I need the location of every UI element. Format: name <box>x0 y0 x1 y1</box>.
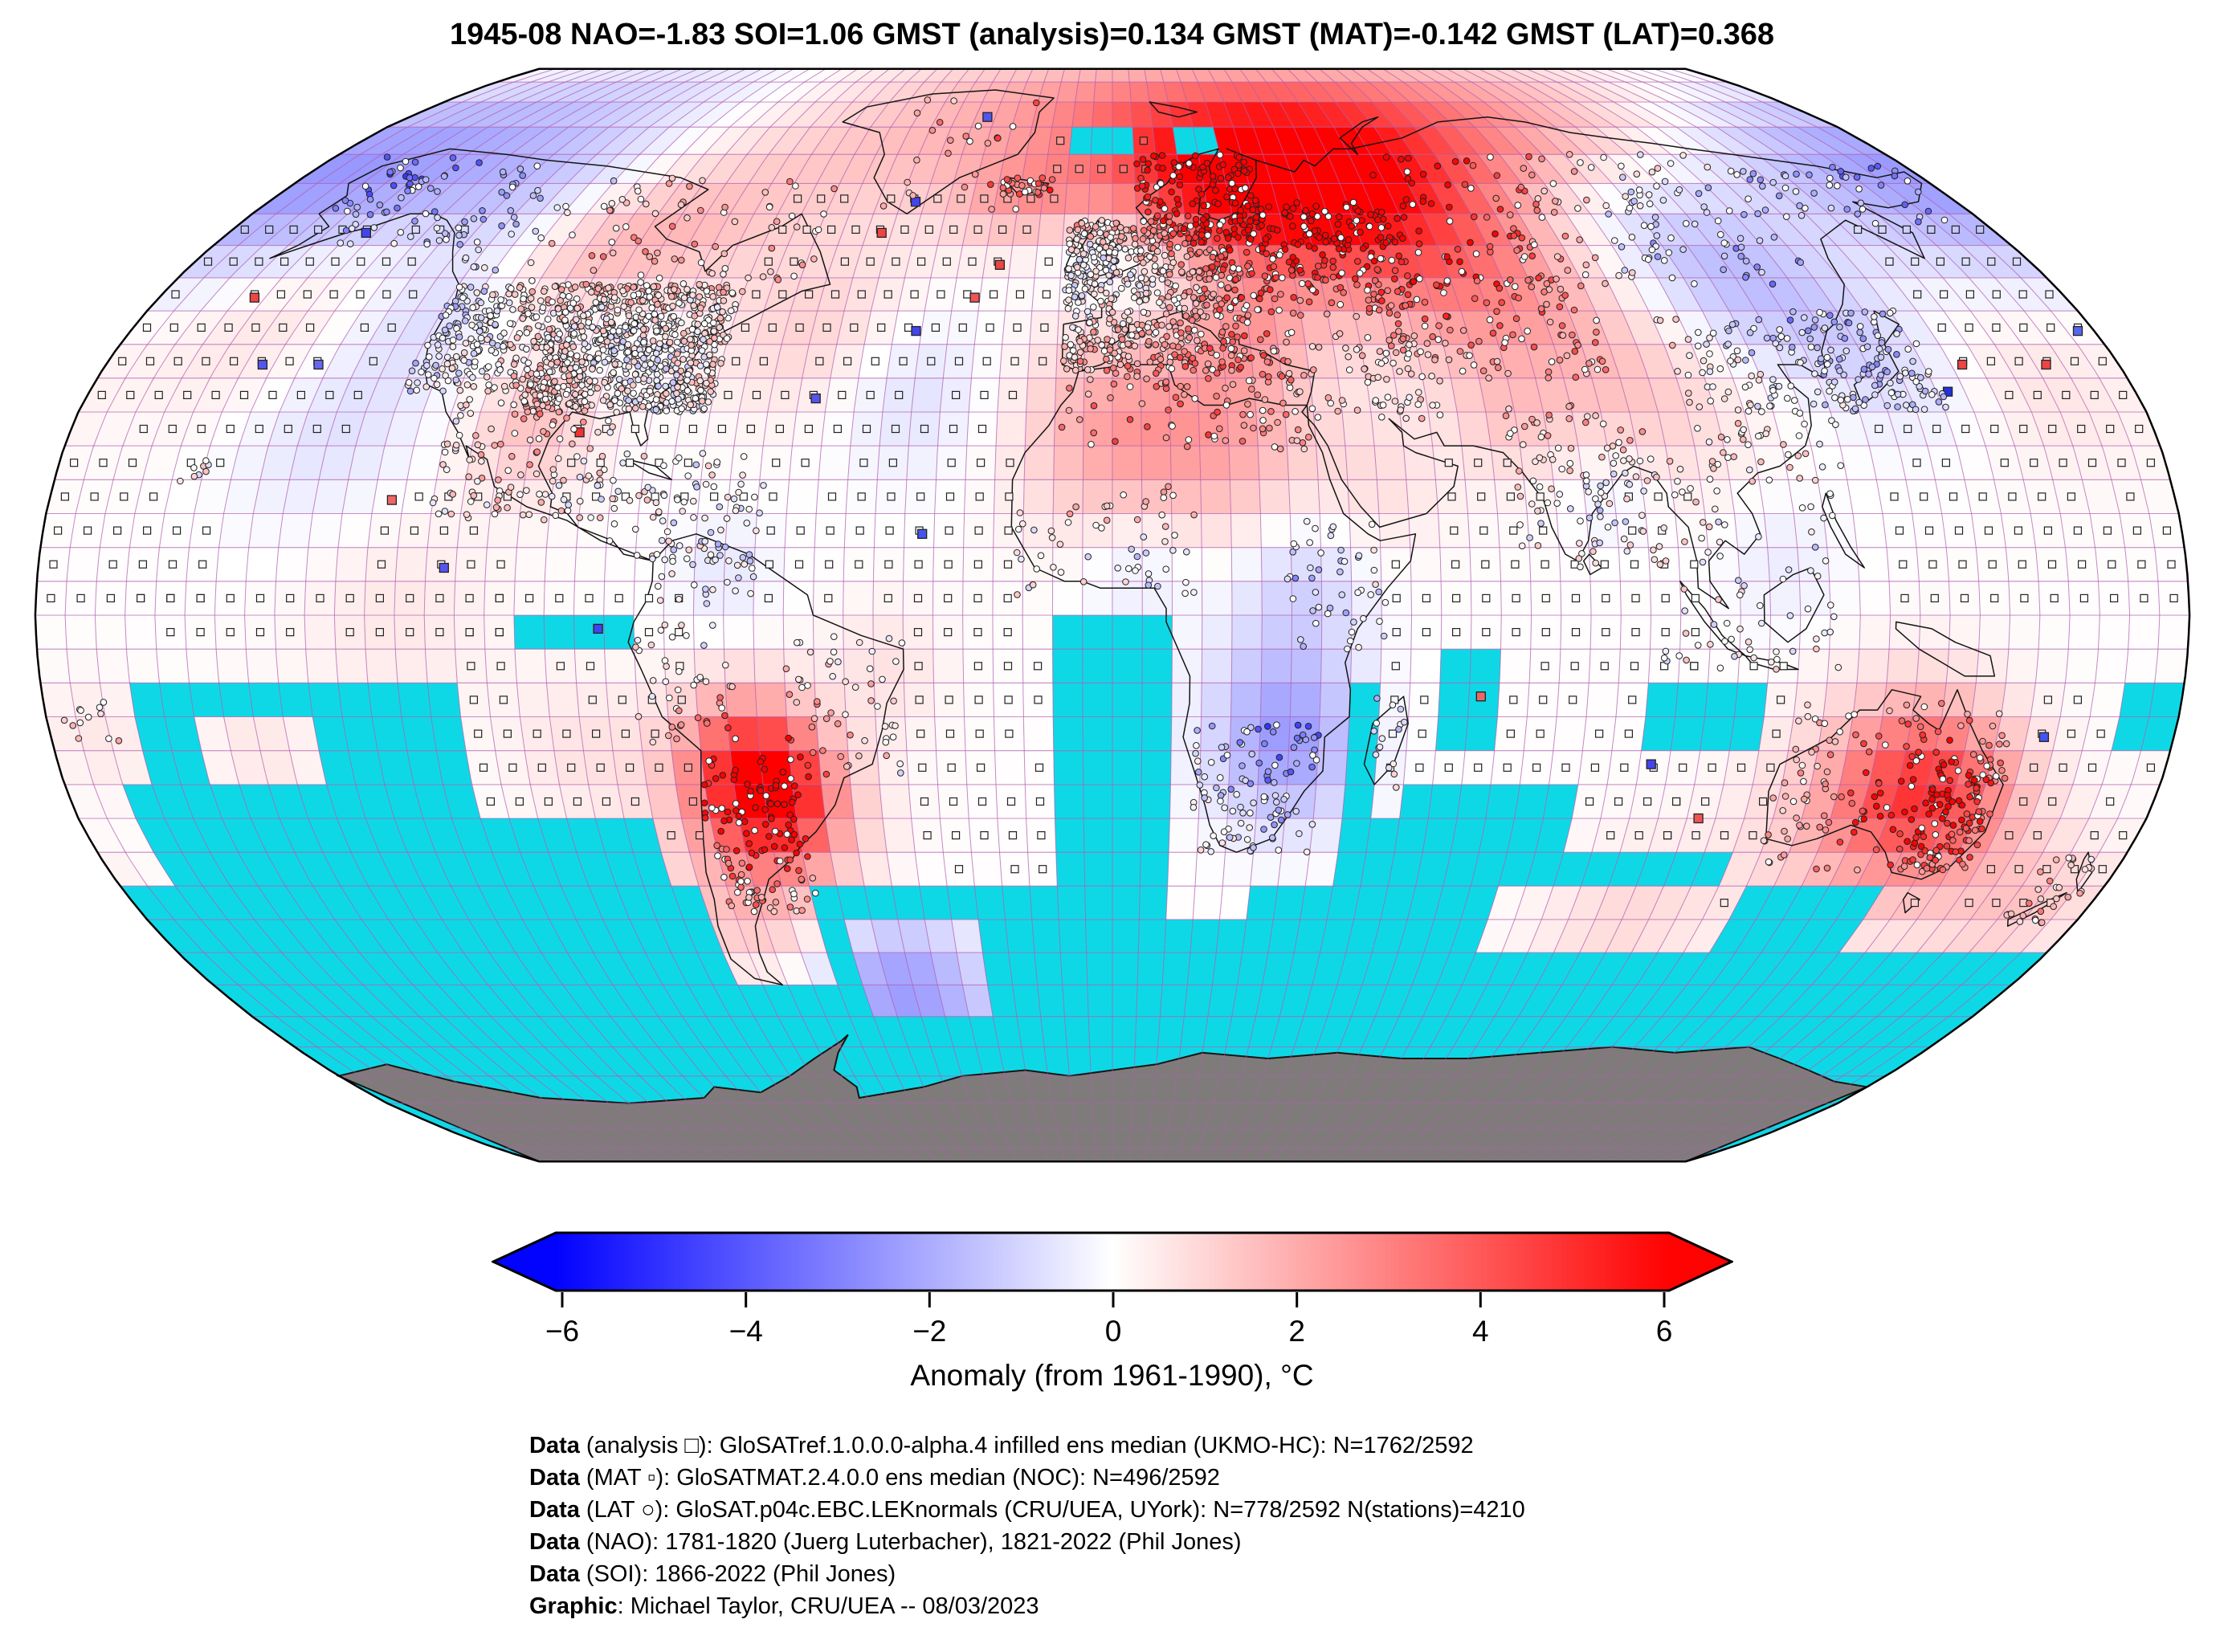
credit-line: Data (NAO): 1781-1820 (Juerg Luterbacher… <box>529 1529 1242 1555</box>
credit-line: Data (SOI): 1866-2022 (Phil Jones) <box>529 1561 896 1587</box>
credit-line: Data (MAT ▫): GloSATMAT.2.4.0.0 ens medi… <box>529 1465 1220 1491</box>
map-outline <box>34 67 2191 1163</box>
figure-title: 1945-08 NAO=-1.83 SOI=1.06 GMST (analysi… <box>449 18 1775 51</box>
credit-line: Data (LAT ○): GloSAT.p04c.EBC.LEKnormals… <box>529 1497 1525 1523</box>
world-map-robinson <box>34 67 2191 1163</box>
colorbar-tick-labels: −6 −4 −2 0 2 4 6 <box>545 1315 1672 1348</box>
graticule <box>35 68 2190 1162</box>
credit-line: Data (analysis □): GloSATref.1.0.0.0-alp… <box>529 1433 1474 1458</box>
credits-block: Data (analysis □): GloSATref.1.0.0.0-alp… <box>529 1430 1525 1622</box>
analysis-square-markers <box>47 112 2178 908</box>
colorbar-axis-label: Anomaly (from 1961-1990), °C <box>910 1359 1314 1392</box>
credit-line: Graphic: Michael Taylor, CRU/UEA -- 08/0… <box>529 1593 1039 1619</box>
colorbar-bar <box>492 1231 1733 1292</box>
colorbar: −6 −4 −2 0 2 4 6 <box>492 1231 1733 1348</box>
colorbar-ticks <box>561 1292 1666 1307</box>
station-circle-markers <box>60 96 2095 927</box>
